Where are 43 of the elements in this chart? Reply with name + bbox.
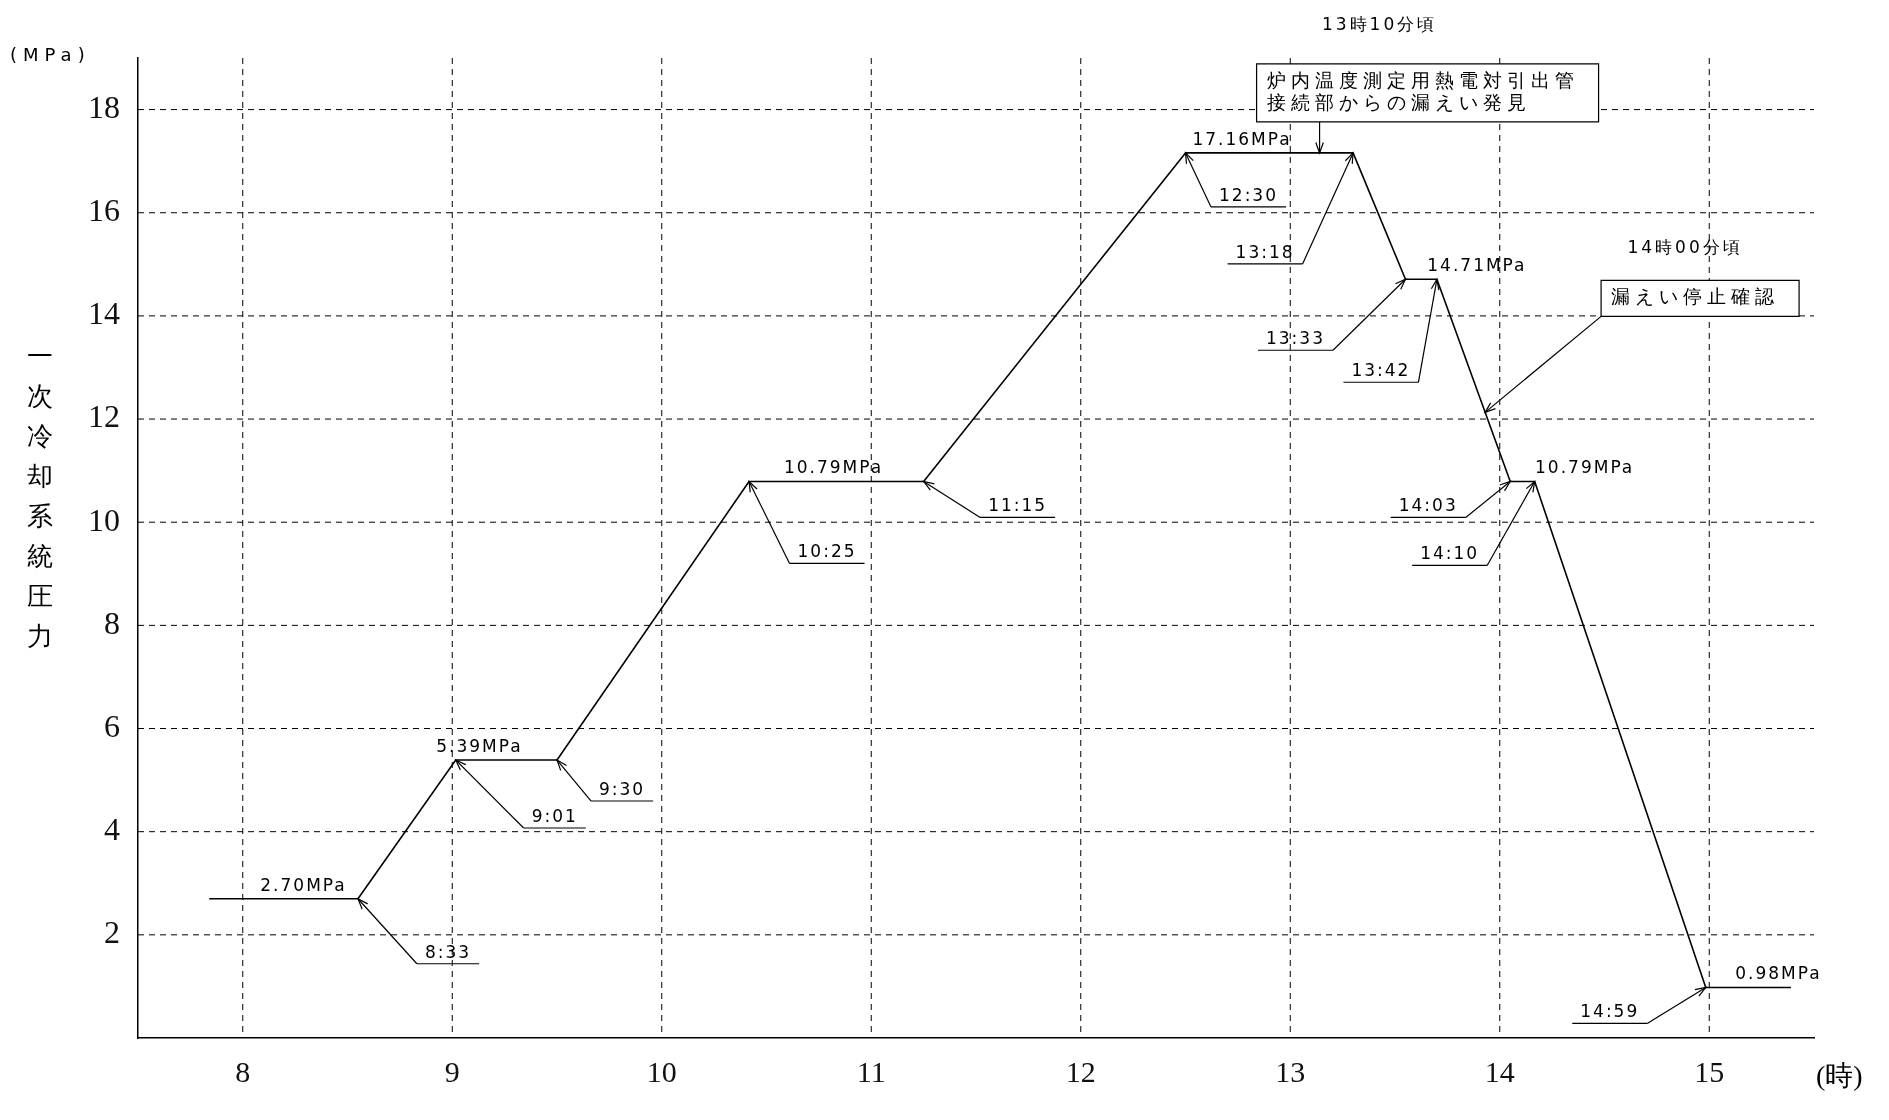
x-tick-label: 15 (1694, 1054, 1725, 1088)
annotation: 14:59 (1580, 1001, 1640, 1022)
annotation: 漏えい停止確認 (1611, 285, 1780, 308)
annotation: 10.79MPa (783, 457, 884, 478)
x-tick-label: 9 (444, 1054, 460, 1088)
annotation: 17.16MPa (1192, 128, 1292, 149)
x-tick-label: 13 (1275, 1054, 1306, 1088)
y-tick-label: 14 (88, 295, 120, 332)
y-tick-label: 18 (88, 88, 120, 125)
x-tick-label: 11 (856, 1054, 886, 1088)
y-axis-title: 一次冷却系統圧力 (27, 340, 53, 651)
x-tick-label: 14 (1484, 1054, 1515, 1088)
annotation: 14:03 (1398, 495, 1458, 516)
annotation: 14時00分頃 (1627, 236, 1743, 257)
x-axis-title: (時) (1816, 1060, 1863, 1092)
annotation: 8:33 (424, 941, 472, 962)
annotation: 10:25 (797, 541, 857, 562)
annotation: 9:01 (531, 805, 578, 826)
text: (MPa) (10, 43, 91, 65)
annotation: 13:33 (1265, 328, 1325, 349)
y-tick-label: 16 (88, 192, 120, 229)
annotation: 0.98MPa (1735, 963, 1822, 984)
y-tick-label: 4 (104, 811, 120, 848)
annotation: 9:30 (598, 778, 646, 799)
x-tick-label: 10 (646, 1054, 677, 1088)
x-tick-label: 8 (235, 1054, 251, 1088)
annotation: 13:18 (1235, 241, 1295, 262)
y-tick-label: 10 (88, 501, 120, 538)
annotation: 14.71MPa (1427, 255, 1527, 276)
text: 13時10分頃 (1321, 14, 1438, 35)
y-tick-label: 8 (104, 604, 120, 641)
annotation: 5.39MPa (436, 735, 523, 756)
annotation: 10.79MPa (1535, 457, 1635, 478)
x-tick-label: 12 (1065, 1054, 1096, 1088)
y-tick-label: 12 (88, 398, 120, 435)
y-tick-label: 6 (104, 707, 120, 744)
annotation: 炉内温度測定用熱電対引出管接続部からの漏えい発見 (1266, 68, 1579, 113)
annotation: 12:30 (1219, 184, 1278, 205)
annotation: 11:15 (988, 495, 1048, 516)
annotation: 2.70MPa (260, 874, 347, 895)
annotation: 13:42 (1351, 360, 1411, 381)
annotation: 14:10 (1420, 543, 1480, 564)
y-tick-label: 2 (104, 914, 120, 951)
